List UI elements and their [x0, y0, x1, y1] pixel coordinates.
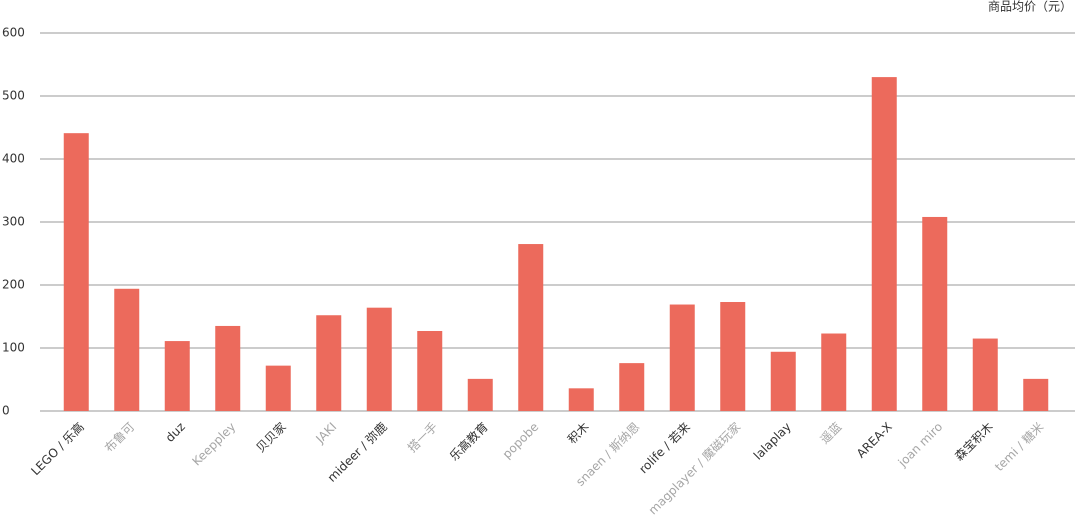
bar: [114, 288, 140, 411]
y-tick-label: 600: [2, 26, 25, 40]
bar: [972, 338, 998, 411]
y-tick-label: 100: [2, 341, 25, 355]
x-tick-label: magplayer / 魔磁玩家: [645, 419, 743, 517]
y-axis-label: 商品均价（元）: [988, 0, 1072, 14]
bar: [1023, 378, 1049, 411]
bar: [467, 378, 493, 411]
y-tick-label: 200: [2, 278, 25, 292]
bar: [821, 333, 847, 411]
y-tick-label: 400: [2, 152, 25, 166]
bar: [871, 77, 897, 411]
bar: [518, 244, 544, 411]
bar: [922, 216, 948, 411]
bar: [619, 363, 645, 411]
bar: [720, 302, 746, 411]
x-tick-label: 乐高教育: [446, 419, 491, 464]
x-tick-label: AREA-X: [854, 420, 895, 461]
bar: [770, 351, 796, 411]
y-tick-label: 500: [2, 89, 25, 103]
bar: [417, 330, 443, 411]
y-tick-label: 300: [2, 215, 25, 229]
bar: [63, 133, 89, 412]
x-tick-label: joan miro: [895, 420, 946, 471]
x-tick-label: lalaplay: [751, 420, 794, 463]
x-tick-label: 积木: [565, 420, 592, 447]
bar: [316, 315, 342, 411]
bar: [669, 304, 695, 411]
x-tick-label: 遥蓝: [817, 420, 844, 447]
bar: [366, 307, 392, 411]
x-tick-label: 搭一手: [405, 420, 440, 455]
y-tick-label: 0: [2, 404, 10, 418]
x-tick-label: 森宝积木: [951, 419, 996, 464]
x-tick-label: 布鲁可: [102, 420, 137, 455]
bar: [215, 325, 241, 411]
bar: [568, 388, 594, 411]
x-tick-label: Keeppley: [189, 420, 238, 469]
bar: [265, 365, 291, 411]
x-tick-label: popobe: [500, 420, 542, 462]
x-tick-label: duz: [163, 420, 188, 445]
x-tick-label: JAKI: [313, 420, 340, 447]
x-tick-label: LEGO / 乐高: [28, 419, 87, 478]
x-tick-label: 贝贝家: [253, 419, 289, 455]
bar: [164, 341, 190, 411]
x-tick-label: temi / 糖米: [991, 419, 1046, 474]
